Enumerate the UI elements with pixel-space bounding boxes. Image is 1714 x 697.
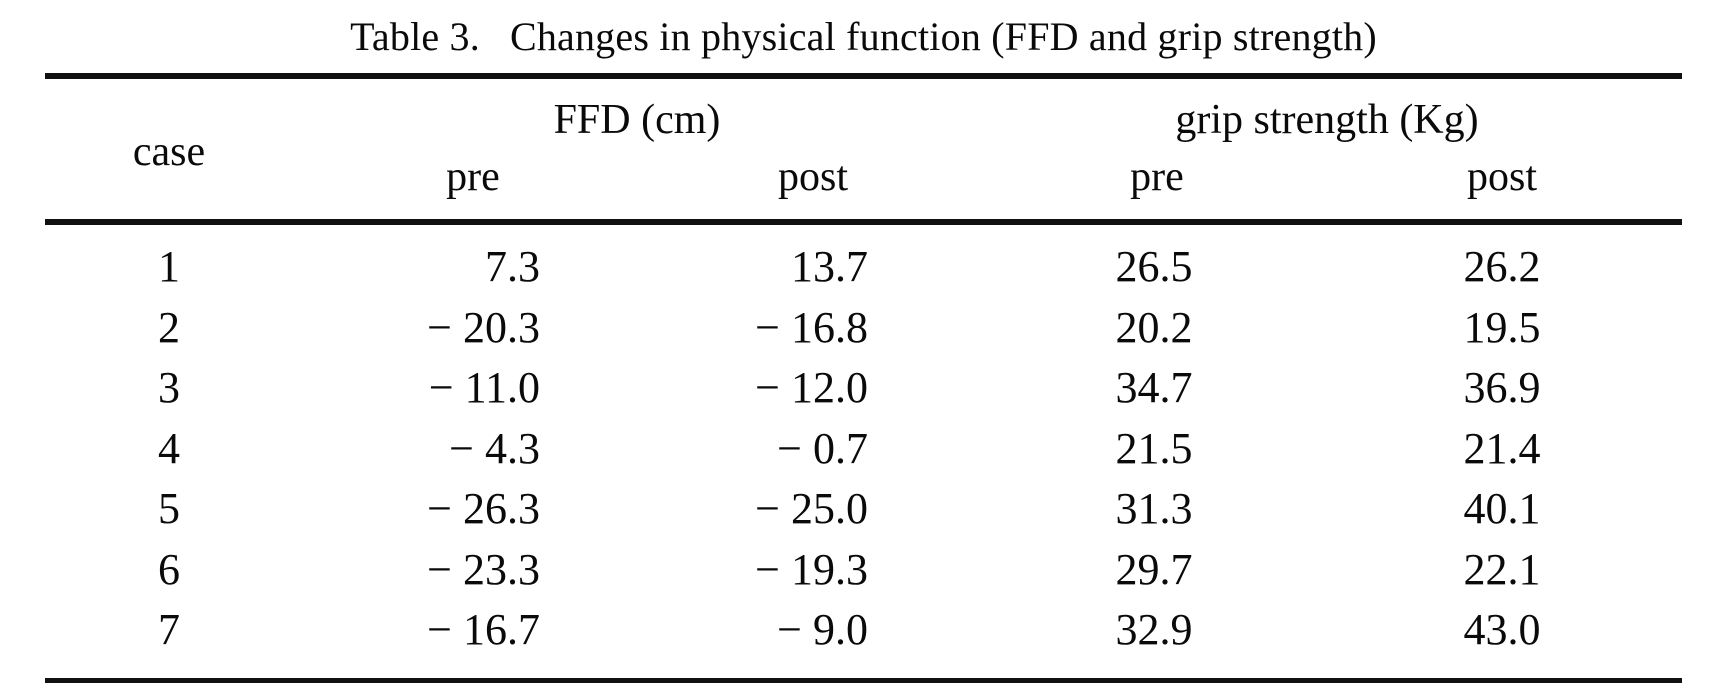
cell-ffd-post: − 0.7 <box>777 423 868 473</box>
table-row: 2 − 20.3 − 16.8 20.2 19.5 <box>45 298 1682 359</box>
table-row: 1 7.3 13.7 26.5 26.2 <box>45 237 1682 298</box>
header-rule <box>45 219 1682 225</box>
cell-ffd-pre: 7.3 <box>485 242 540 291</box>
cell-grip-post: 22.1 <box>1463 544 1541 594</box>
table-row: 3 − 11.0 − 12.0 34.7 36.9 <box>45 358 1682 419</box>
col-header-case: case <box>132 129 206 175</box>
cell-case: 2 <box>158 302 180 352</box>
data-table: case FFD (cm) grip strength (Kg) pre pos… <box>45 73 1682 683</box>
bottom-rule <box>45 677 1682 683</box>
cell-ffd-pre: − 11.0 <box>428 363 540 412</box>
cell-case: 4 <box>158 423 180 473</box>
table-body: 1 7.3 13.7 26.5 26.2 2 − 20.3 − 16.8 20.… <box>45 225 1682 678</box>
col-group-ffd: FFD (cm) <box>553 97 721 143</box>
cell-ffd-post: − 16.8 <box>755 302 868 352</box>
cell-case: 1 <box>158 242 180 291</box>
cell-ffd-post: − 19.3 <box>755 544 868 594</box>
table-row: 5 − 26.3 − 25.0 31.3 40.1 <box>45 479 1682 540</box>
cell-ffd-post: 13.7 <box>791 242 868 291</box>
cell-case: 7 <box>158 605 180 654</box>
cell-grip-pre: 29.7 <box>1115 544 1193 594</box>
table-caption-text: Changes in physical function (FFD and gr… <box>509 14 1377 59</box>
cell-ffd-post: − 25.0 <box>755 484 868 533</box>
col-header-ffd-pre: pre <box>446 154 500 200</box>
cell-grip-post: 19.5 <box>1463 302 1541 352</box>
cell-grip-pre: 20.2 <box>1115 302 1193 352</box>
table-caption-number: Table 3. <box>350 14 480 59</box>
table-row: 4 − 4.3 − 0.7 21.5 21.4 <box>45 419 1682 480</box>
col-group-grip: grip strength (Kg) <box>1175 97 1479 143</box>
cell-grip-pre: 26.5 <box>1115 242 1193 291</box>
cell-case: 6 <box>158 544 180 594</box>
cell-ffd-pre: − 20.3 <box>427 302 540 352</box>
cell-grip-post: 26.2 <box>1463 242 1541 291</box>
cell-case: 3 <box>158 363 180 412</box>
cell-ffd-post: − 9.0 <box>777 605 868 654</box>
cell-case: 5 <box>158 484 180 533</box>
col-header-grip-pre: pre <box>1130 154 1184 200</box>
cell-grip-pre: 32.9 <box>1115 605 1193 654</box>
cell-ffd-pre: − 26.3 <box>427 484 540 533</box>
col-header-grip-post: post <box>1466 154 1538 200</box>
cell-grip-pre: 21.5 <box>1115 423 1193 473</box>
table-caption: Table 3. Changes in physical function (FF… <box>45 13 1682 61</box>
table-header: case FFD (cm) grip strength (Kg) pre pos… <box>45 79 1682 219</box>
cell-ffd-pre: − 23.3 <box>427 544 540 594</box>
cell-grip-pre: 31.3 <box>1115 484 1193 533</box>
cell-grip-post: 36.9 <box>1463 363 1541 412</box>
cell-grip-post: 43.0 <box>1463 605 1541 654</box>
cell-grip-pre: 34.7 <box>1115 363 1193 412</box>
top-rule <box>45 73 1682 79</box>
cell-ffd-post: − 12.0 <box>755 363 868 412</box>
cell-grip-post: 21.4 <box>1463 423 1541 473</box>
cell-ffd-pre: − 4.3 <box>449 423 540 473</box>
table-row: 7 − 16.7 − 9.0 32.9 43.0 <box>45 600 1682 661</box>
cell-grip-post: 40.1 <box>1463 484 1541 533</box>
table-row: 6 − 23.3 − 19.3 29.7 22.1 <box>45 540 1682 601</box>
cell-ffd-pre: − 16.7 <box>427 605 540 654</box>
col-header-ffd-post: post <box>777 154 849 200</box>
